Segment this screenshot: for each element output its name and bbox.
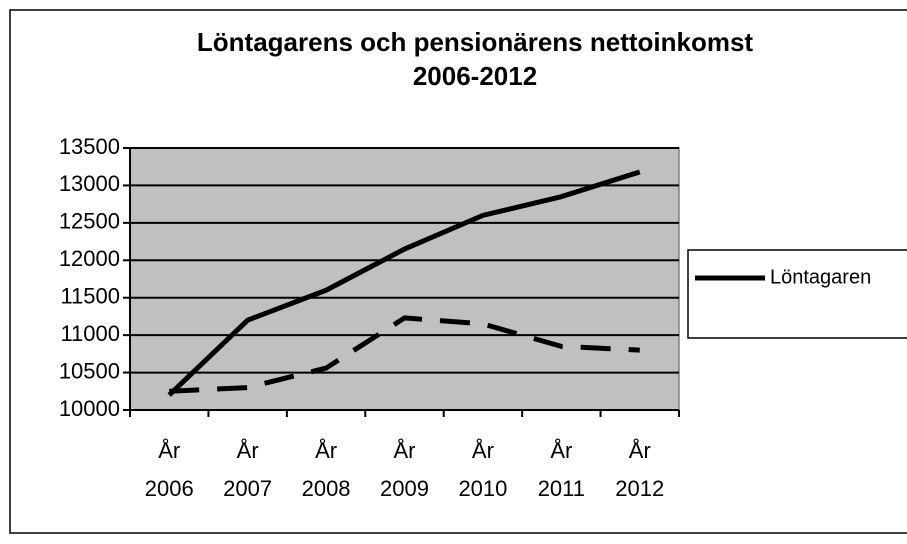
y-tick-label: 13000 [59,171,120,196]
x-tick-label-line: 2006 [145,476,194,501]
x-tick-label-line: År [550,438,572,463]
x-tick-label: År 2007 [223,438,272,501]
x-tick-label: År 2006 [145,438,194,501]
x-tick-label-line: 2008 [302,476,351,501]
series-line [169,315,640,394]
x-tick-label: År 2011 [538,438,585,501]
x-tick-label: År 2009 [380,438,429,501]
x-tick-label: År 2008 [302,438,351,501]
x-tick-label-line: 2012 [615,476,664,501]
x-tick-label-line: 2011 [538,476,585,501]
x-tick-label-line: År [394,438,416,463]
y-tick-label: 12000 [59,246,120,271]
x-tick-label: År 2012 [615,438,664,501]
x-tick-label-line: År [237,438,259,463]
x-tick-label-line: 2010 [458,476,507,501]
chart-title: 2006-2012 [413,61,537,91]
series-line [167,169,641,397]
x-tick-label-line: År [629,438,651,463]
x-tick-label-line: År [315,438,337,463]
y-tick-label: 12500 [59,209,120,234]
y-tick-label: 10500 [59,358,120,383]
y-tick-label: 10000 [59,396,120,421]
x-tick-label-line: År [158,438,180,463]
y-tick-label: 13500 [59,134,120,159]
legend-label: Löntagaren [770,266,871,288]
x-tick-label-line: 2009 [380,476,429,501]
legend [687,249,907,339]
x-tick-label-line: År [472,438,494,463]
x-tick-label: År 2010 [458,438,507,501]
plot-area [129,147,680,411]
y-tick-label: 11000 [60,321,120,346]
x-tick-label-line: 2007 [223,476,272,501]
chart-title: Löntagarens och pensionärens nettoinkoms… [197,27,754,57]
y-tick-label: 11500 [60,284,120,309]
